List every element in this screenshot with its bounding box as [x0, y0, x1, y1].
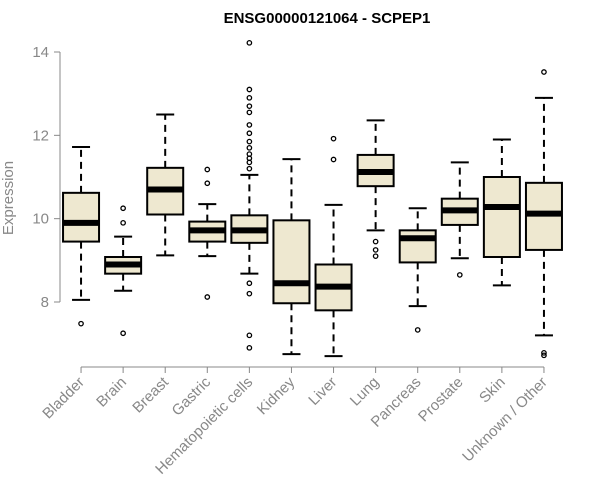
iqr-box [482, 176, 521, 258]
iqr-box [398, 229, 437, 264]
outlier-point [246, 144, 253, 151]
outlier-point [541, 69, 547, 75]
outlier-point [246, 109, 253, 116]
x-tick-label: Liver [305, 374, 340, 409]
outlier-point [541, 349, 547, 356]
y-tick-label: 10 [32, 211, 49, 228]
box-group [482, 138, 521, 287]
outlier-point [414, 327, 421, 333]
outlier-point [246, 103, 253, 110]
box-group [62, 146, 101, 327]
box-group [104, 205, 143, 337]
outlier-point [246, 290, 253, 297]
x-tick-label: Lung [347, 374, 383, 410]
outlier-point [541, 352, 547, 359]
y-tick-label: 8 [41, 294, 49, 311]
iqr-box [62, 191, 101, 243]
outlier-point [204, 180, 211, 187]
x-tick-label: Prostate [415, 374, 467, 426]
outlier-point [246, 122, 253, 128]
y-tick-label: 12 [32, 127, 49, 144]
outlier-point [246, 332, 253, 339]
x-tick-label: Breast [129, 373, 172, 416]
outlier-point [204, 294, 211, 300]
y-tick-label: 14 [32, 44, 49, 61]
y-axis-label: Expression [0, 161, 17, 235]
box-group [440, 161, 479, 278]
outlier-point [120, 330, 126, 337]
outlier-point [246, 94, 253, 101]
outlier-point [204, 166, 211, 173]
outlier-point [246, 39, 253, 46]
x-tick-label: Bladder [39, 374, 88, 423]
x-tick-label: Kidney [254, 373, 299, 418]
outlier-point [120, 219, 126, 226]
outlier-point [78, 320, 84, 327]
outlier-point [372, 247, 379, 253]
x-tick-label: Skin [476, 374, 509, 407]
box-group [188, 166, 227, 300]
iqr-box [272, 219, 311, 305]
box-group [314, 135, 353, 358]
outlier-point [246, 280, 253, 287]
box-group [356, 119, 395, 260]
outlier-point [246, 151, 253, 157]
outlier-point [246, 86, 253, 93]
boxes-layer [62, 39, 563, 359]
outlier-point [372, 238, 379, 245]
box-group [146, 113, 185, 257]
outlier-point [372, 253, 379, 260]
outlier-point [246, 344, 253, 351]
outlier-point [456, 272, 463, 278]
outlier-point [246, 138, 253, 145]
box-group [272, 158, 311, 356]
outlier-point [330, 156, 337, 163]
x-tick-label: Brain [93, 374, 130, 411]
y-axis: 8 10 12 14 [32, 44, 61, 311]
outlier-point [120, 205, 126, 212]
box-group [398, 207, 437, 333]
outlier-point [246, 165, 253, 172]
outlier-point [246, 130, 253, 137]
chart-title: ENSG00000121064 - SCPEP1 [224, 10, 431, 27]
box-group [230, 39, 269, 351]
box-group [524, 69, 563, 359]
outlier-point [330, 135, 337, 142]
